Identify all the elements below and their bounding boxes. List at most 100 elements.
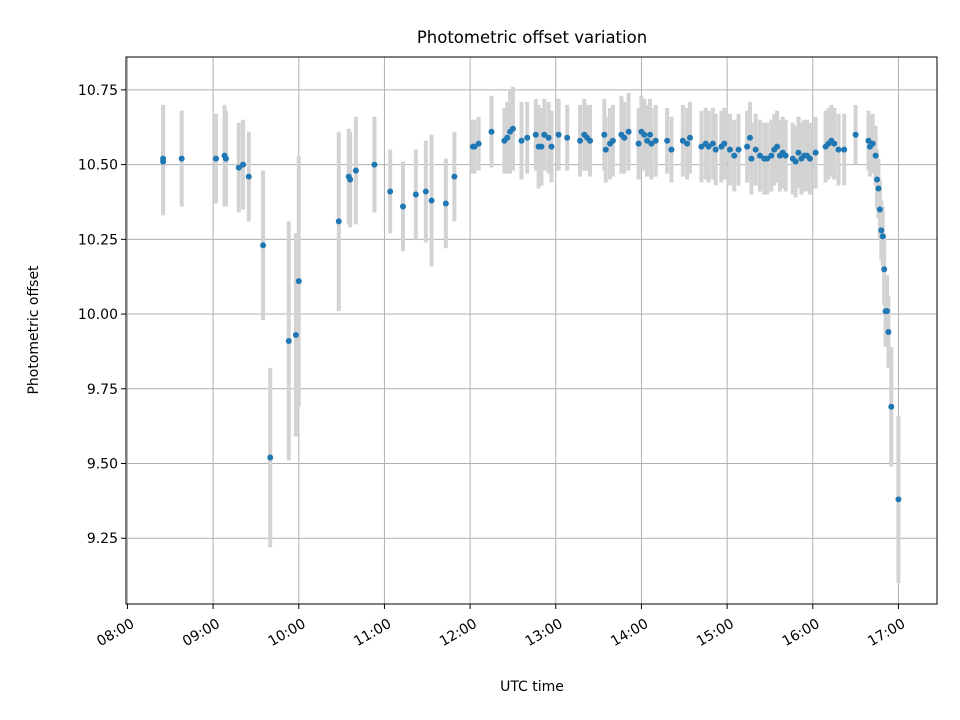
- data-point: [609, 137, 616, 144]
- data-point: [878, 227, 885, 234]
- data-point: [371, 161, 378, 168]
- data-point: [352, 167, 359, 174]
- data-point: [504, 134, 511, 141]
- y-tick-label: 9.75: [87, 382, 118, 398]
- data-point: [731, 152, 738, 159]
- y-axis-ticks: 9.25 9.50 9.75 10.00 10.25 10.50 10.75: [78, 83, 126, 547]
- data-point: [601, 131, 608, 138]
- data-point: [555, 131, 562, 138]
- x-axis-label: UTC time: [500, 679, 564, 695]
- data-point: [852, 131, 859, 138]
- data-point: [712, 146, 719, 153]
- data-point: [831, 140, 838, 147]
- data-point: [335, 218, 342, 225]
- data-point: [635, 140, 642, 147]
- data-point: [577, 137, 584, 144]
- data-point: [621, 134, 628, 141]
- data-point: [756, 152, 763, 159]
- data-point: [895, 496, 902, 503]
- y-tick-label: 10.00: [78, 307, 118, 323]
- data-point: [875, 185, 882, 192]
- data-point: [668, 146, 675, 153]
- x-tick-label: 11:00: [351, 616, 394, 650]
- data-point: [884, 308, 891, 315]
- data-point: [876, 206, 883, 213]
- data-point: [709, 140, 716, 147]
- y-tick-label: 10.50: [78, 158, 118, 174]
- data-point: [841, 146, 848, 153]
- y-tick-label: 9.50: [87, 457, 118, 473]
- data-point: [451, 173, 458, 180]
- data-point: [260, 242, 267, 249]
- data-point: [647, 131, 654, 138]
- x-tick-label: 09:00: [180, 616, 223, 650]
- data-point: [872, 152, 879, 159]
- grid-lines: [126, 57, 937, 604]
- data-point: [545, 134, 552, 141]
- data-point: [428, 197, 435, 204]
- data-point: [726, 146, 733, 153]
- plot-frame: [125, 56, 938, 605]
- data-point: [698, 143, 705, 150]
- data-point: [881, 266, 888, 273]
- data-point: [744, 143, 751, 150]
- data-point: [746, 134, 753, 141]
- data-point: [471, 143, 478, 150]
- data-point: [488, 128, 495, 135]
- x-tick-label: 12:00: [437, 616, 480, 650]
- x-axis-ticks: 08:00 09:00 10:00 11:00 12:00 13:00 14:00 15:00…: [94, 604, 908, 650]
- data-point: [548, 143, 555, 150]
- data-point: [664, 137, 671, 144]
- data-point: [752, 146, 759, 153]
- data-point: [879, 233, 886, 240]
- data-point: [885, 328, 892, 335]
- x-tick-label: 15:00: [694, 616, 737, 650]
- data-point: [212, 155, 219, 162]
- data-point: [625, 128, 632, 135]
- x-tick-label: 10:00: [266, 616, 309, 650]
- data-point: [774, 143, 781, 150]
- data-point: [518, 137, 525, 144]
- data-point: [806, 155, 813, 162]
- data-point: [684, 140, 691, 147]
- chart-title: Photometric offset variation: [417, 28, 647, 47]
- data-point: [235, 164, 242, 171]
- data-point: [869, 140, 876, 147]
- data-point: [245, 173, 252, 180]
- data-point: [532, 131, 539, 138]
- y-tick-label: 10.75: [78, 83, 118, 99]
- data-point: [874, 176, 881, 183]
- data-point: [652, 137, 659, 144]
- y-tick-label: 9.25: [87, 531, 118, 547]
- data-point: [735, 146, 742, 153]
- data-point: [888, 403, 895, 410]
- data-point: [641, 131, 648, 138]
- x-tick-label: 16:00: [780, 616, 823, 650]
- data-point: [795, 149, 802, 156]
- data-point: [782, 152, 789, 159]
- x-tick-label: 17:00: [865, 616, 908, 650]
- data-point: [222, 155, 229, 162]
- data-point: [705, 143, 712, 150]
- data-point: [792, 158, 799, 165]
- data-point: [541, 131, 548, 138]
- data-point: [587, 137, 594, 144]
- data-point: [422, 188, 429, 195]
- data-point: [160, 155, 167, 162]
- data-point: [347, 176, 354, 183]
- data-point: [412, 191, 419, 198]
- data-point: [768, 152, 775, 159]
- data-point: [865, 137, 872, 144]
- x-tick-label: 13:00: [523, 616, 566, 650]
- data-point: [764, 155, 771, 162]
- data-point: [292, 331, 299, 338]
- error-bars: [161, 86, 901, 584]
- data-point: [748, 155, 755, 162]
- data-point: [240, 161, 247, 168]
- data-point: [564, 134, 571, 141]
- y-tick-label: 10.25: [78, 232, 118, 248]
- data-point: [812, 149, 819, 156]
- x-tick-label: 14:00: [608, 616, 651, 650]
- data-point: [679, 137, 686, 144]
